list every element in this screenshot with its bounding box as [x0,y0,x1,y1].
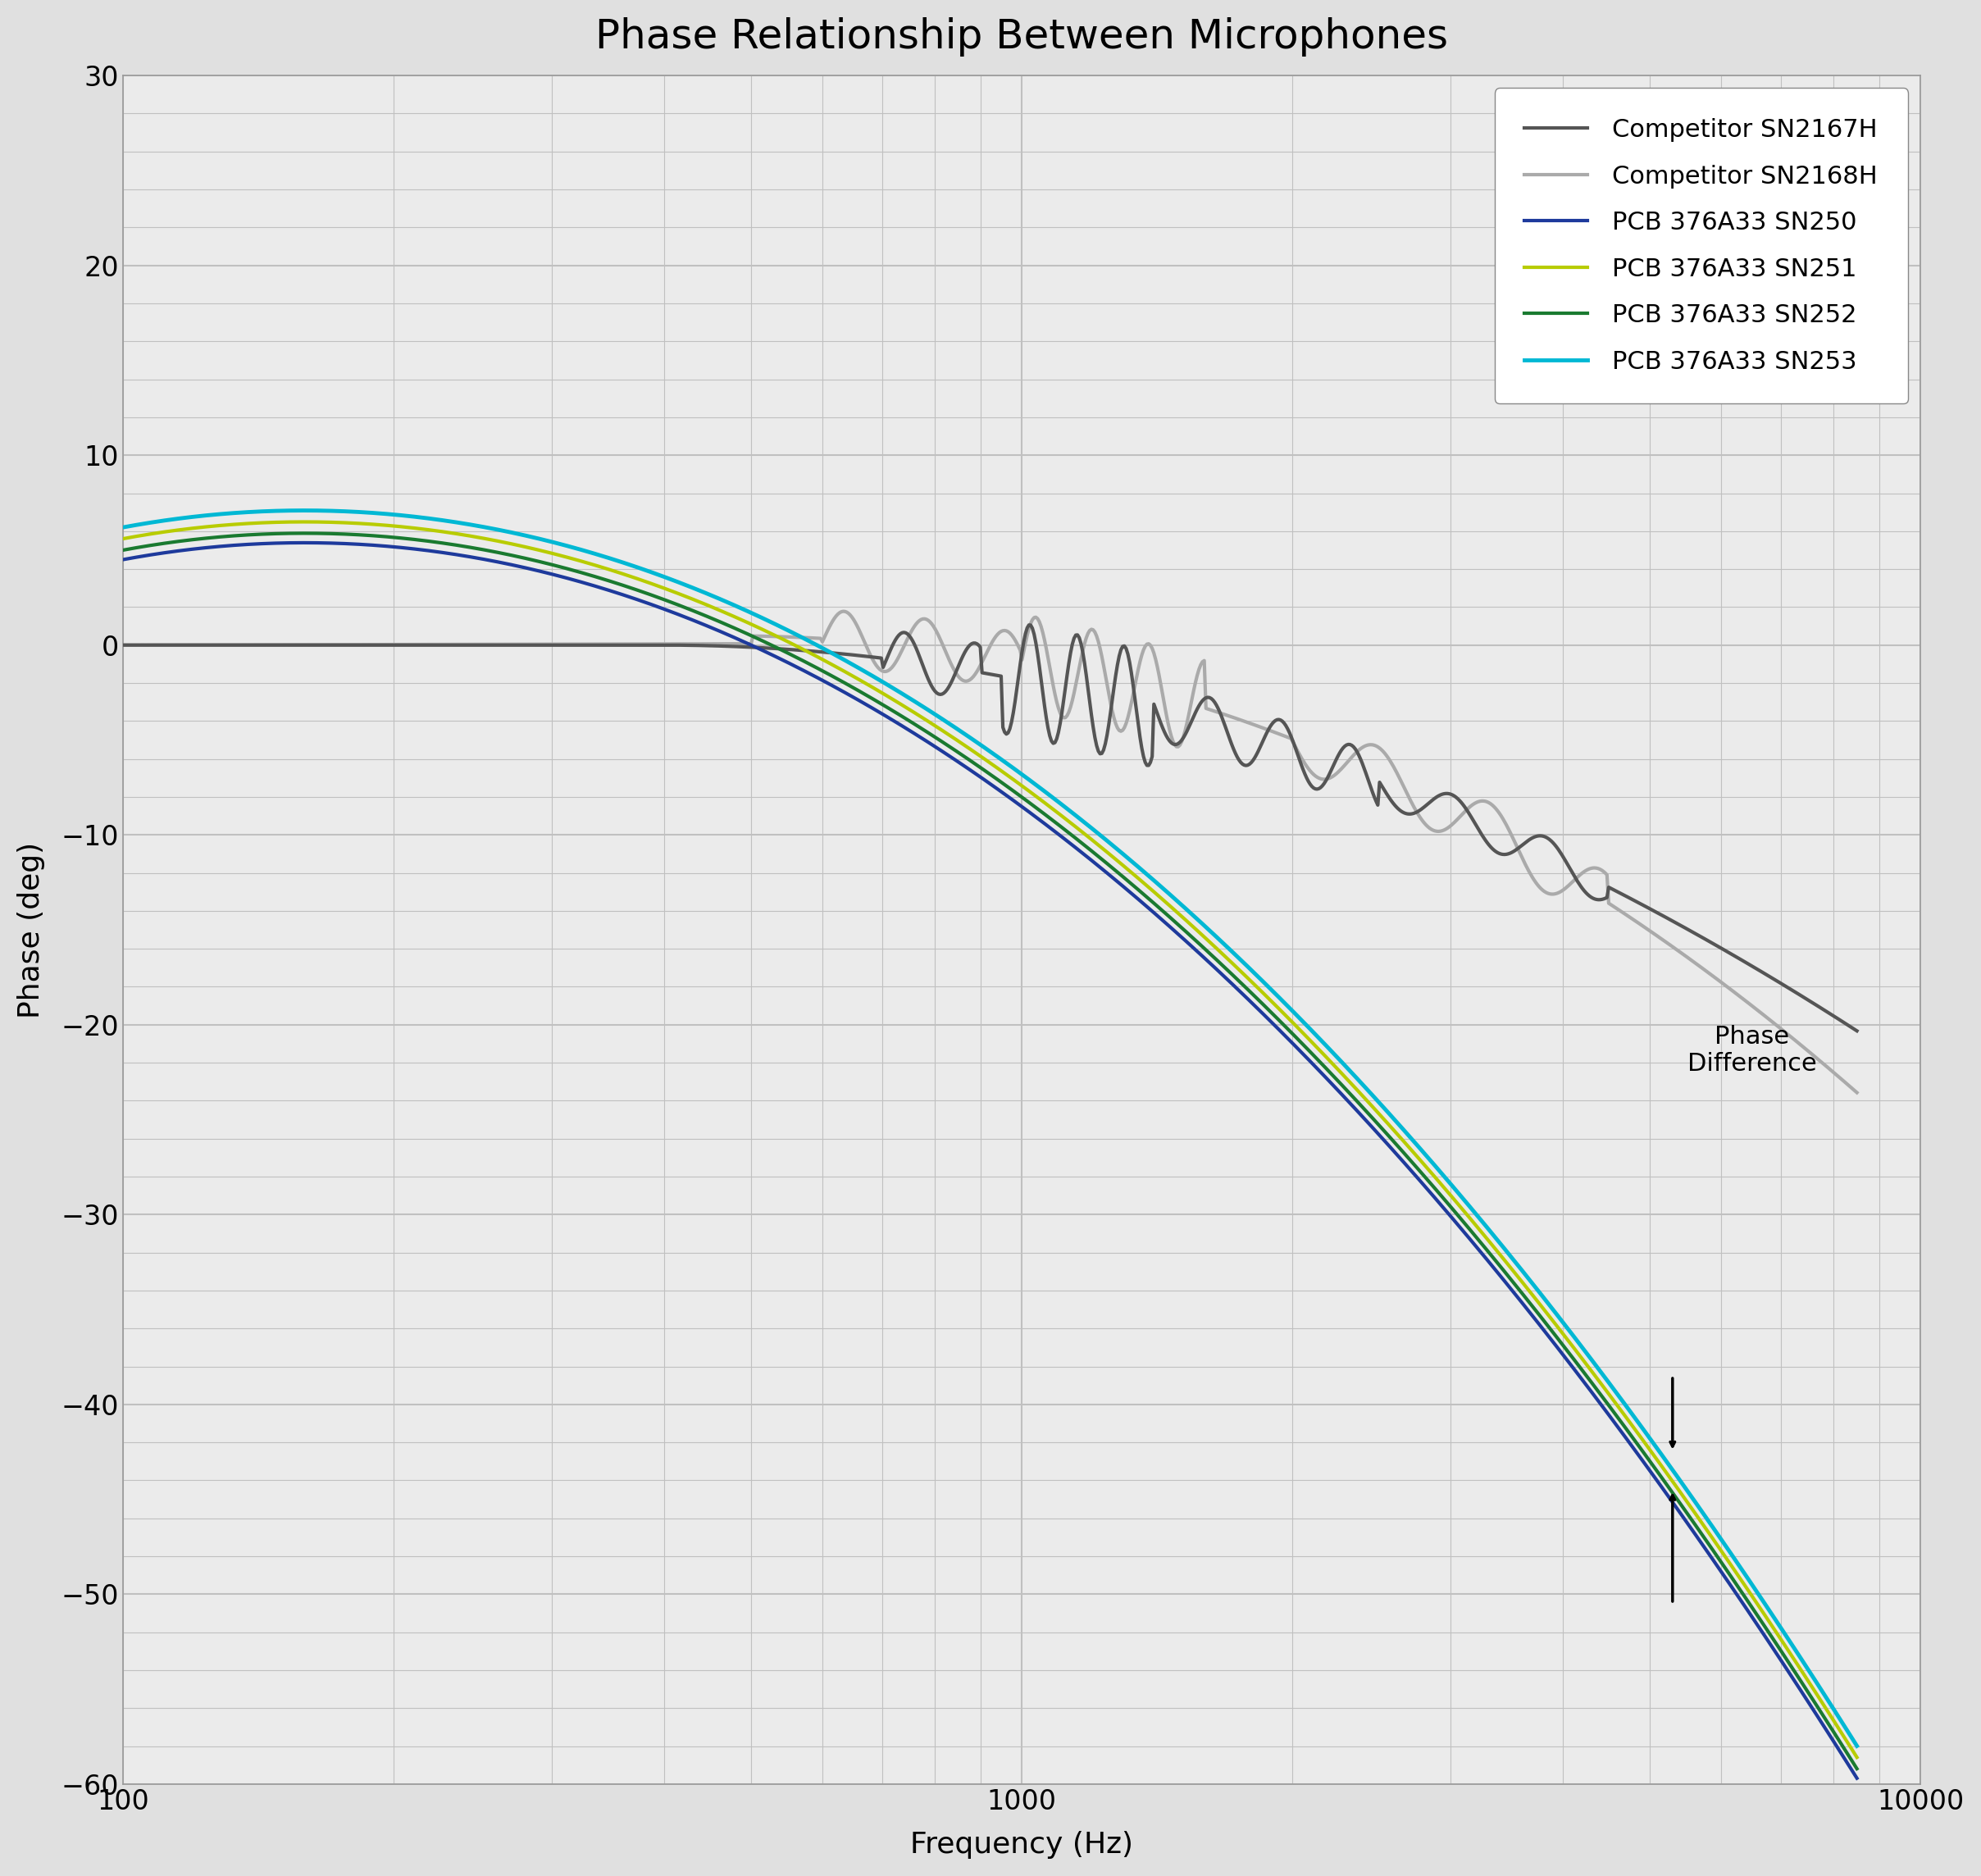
Competitor SN2167H [1464,816,1488,839]
PCB 376A33 SN250 [287,531,311,553]
PCB 376A33 SN251 [293,510,317,533]
PCB 376A33 SN250 [111,548,135,570]
Competitor SN2167H [287,634,311,657]
Competitor SN2168H [1464,792,1488,814]
PCB 376A33 SN253 [111,516,135,538]
PCB 376A33 SN252 [1496,1264,1519,1287]
Line: PCB 376A33 SN250: PCB 376A33 SN250 [123,542,1856,1778]
Competitor SN2168H [1303,765,1327,788]
Competitor SN2167H [876,647,899,670]
Competitor SN2167H [1016,613,1040,636]
PCB 376A33 SN251 [876,685,899,707]
PCB 376A33 SN252 [287,522,311,544]
Y-axis label: Phase (deg): Phase (deg) [18,842,46,1019]
PCB 376A33 SN252 [1464,1227,1488,1249]
Competitor SN2168H [1844,1081,1868,1103]
Title: Phase Relationship Between Microphones: Phase Relationship Between Microphones [594,17,1448,56]
PCB 376A33 SN251 [1464,1216,1488,1238]
Competitor SN2168H [812,627,836,649]
PCB 376A33 SN251 [287,510,311,533]
PCB 376A33 SN253 [1496,1242,1519,1264]
PCB 376A33 SN253 [1844,1735,1868,1758]
PCB 376A33 SN252 [1844,1758,1868,1780]
Competitor SN2168H [876,658,899,681]
PCB 376A33 SN250 [1303,1056,1327,1079]
Line: Competitor SN2168H: Competitor SN2168H [123,612,1856,1092]
Competitor SN2168H [1496,816,1519,839]
X-axis label: Frequency (Hz): Frequency (Hz) [909,1831,1133,1859]
PCB 376A33 SN253 [1303,1022,1327,1045]
PCB 376A33 SN253 [814,638,838,660]
PCB 376A33 SN251 [111,527,135,550]
Competitor SN2167H [1496,842,1519,865]
PCB 376A33 SN252 [1303,1047,1327,1069]
PCB 376A33 SN253 [293,499,317,522]
PCB 376A33 SN250 [1464,1236,1488,1259]
PCB 376A33 SN253 [287,499,311,522]
PCB 376A33 SN251 [1844,1747,1868,1769]
PCB 376A33 SN252 [814,662,838,685]
PCB 376A33 SN253 [1464,1204,1488,1227]
Legend: Competitor SN2167H, Competitor SN2168H, PCB 376A33 SN250, PCB 376A33 SN251, PCB : Competitor SN2167H, Competitor SN2168H, … [1494,88,1908,403]
Competitor SN2168H [287,634,311,657]
PCB 376A33 SN252 [293,522,317,544]
PCB 376A33 SN250 [293,531,317,553]
Line: PCB 376A33 SN251: PCB 376A33 SN251 [123,522,1856,1758]
Competitor SN2167H [1303,779,1327,801]
PCB 376A33 SN250 [1844,1767,1868,1790]
PCB 376A33 SN251 [814,649,838,672]
Line: PCB 376A33 SN252: PCB 376A33 SN252 [123,533,1856,1769]
Line: PCB 376A33 SN253: PCB 376A33 SN253 [123,510,1856,1747]
Competitor SN2167H [1844,1021,1868,1043]
PCB 376A33 SN250 [876,705,899,728]
PCB 376A33 SN251 [1496,1253,1519,1276]
PCB 376A33 SN253 [876,673,899,696]
PCB 376A33 SN252 [876,696,899,719]
Line: Competitor SN2167H: Competitor SN2167H [123,625,1856,1032]
Competitor SN2168H [111,634,135,657]
PCB 376A33 SN250 [814,672,838,694]
Competitor SN2167H [812,642,836,664]
Competitor SN2168H [832,600,856,623]
PCB 376A33 SN251 [1303,1034,1327,1056]
Text: Phase
Difference: Phase Difference [1688,1024,1817,1077]
PCB 376A33 SN250 [1496,1274,1519,1296]
Competitor SN2167H [111,634,135,657]
PCB 376A33 SN252 [111,538,135,561]
